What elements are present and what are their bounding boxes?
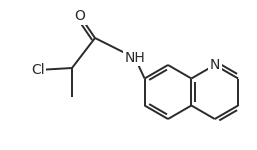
Text: O: O <box>75 9 85 23</box>
Text: NH: NH <box>125 51 145 65</box>
Text: N: N <box>209 58 220 72</box>
Text: Cl: Cl <box>31 63 45 77</box>
